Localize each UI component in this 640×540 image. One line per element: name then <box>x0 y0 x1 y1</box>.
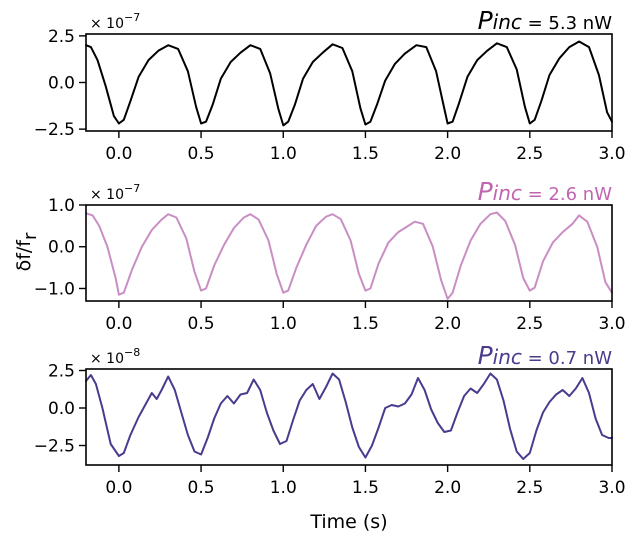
x-tick-label: 2.0 <box>434 314 461 334</box>
y-tick-label: −2.5 <box>34 120 75 140</box>
power-annotation: Pinc = 5.3 nW <box>478 6 613 35</box>
shared-axis-labels: δf/fr Time (s) <box>13 232 388 533</box>
power-annotation: Pinc = 0.7 nW <box>478 341 613 370</box>
series-line <box>85 372 613 460</box>
y-axis-label: δf/fr <box>13 232 41 271</box>
x-tick-label: 0.5 <box>188 144 215 164</box>
x-tick-label: 2.5 <box>516 314 543 334</box>
offset-multiplier: × 10−7 <box>90 11 140 32</box>
y-tick-label: 0.0 <box>48 238 75 258</box>
x-tick-label: 0.5 <box>188 478 215 498</box>
axes-frame <box>85 204 613 302</box>
subplot-middle: 0.0 0.5 1.0 1.5 2.0 2.5 3.0 1.0 0.0 −1.0 × 10−7 Pin… <box>34 177 626 334</box>
y-tick-label: −2.5 <box>34 437 75 457</box>
x-axis-label: Time (s) <box>309 511 387 533</box>
y-tick-label: 1.0 <box>48 196 75 216</box>
x-tick-label: 1.5 <box>352 144 379 164</box>
offset-multiplier: × 10−7 <box>90 182 140 203</box>
x-tick-label: 1.0 <box>270 478 297 498</box>
subplot-top: 0.0 0.5 1.0 1.5 2.0 2.5 3.0 2.5 0.0 −2.5 × 10−7 Pin… <box>34 6 626 164</box>
y-tick-label: 0.0 <box>48 399 75 419</box>
x-tick-label: 0.0 <box>105 314 132 334</box>
series-line <box>85 211 613 300</box>
x-tick-label: 0.5 <box>188 314 215 334</box>
axes-frame <box>85 368 613 466</box>
x-tick-label: 3.0 <box>598 314 625 334</box>
x-tick-label: 1.0 <box>270 144 297 164</box>
y-tick-label: 2.5 <box>48 362 75 382</box>
x-tick-label: 1.5 <box>352 314 379 334</box>
y-tick-label: 0.0 <box>48 74 75 94</box>
x-tick-label: 2.5 <box>516 478 543 498</box>
x-tick-label: 0.0 <box>105 144 132 164</box>
offset-multiplier: × 10−8 <box>90 346 140 367</box>
subplot-bottom: 0.0 0.5 1.0 1.5 2.0 2.5 3.0 2.5 0.0 −2.5 × 10−8 Pin… <box>34 341 626 498</box>
x-tick-label: 1.0 <box>270 314 297 334</box>
series-line <box>85 40 613 127</box>
x-tick-label: 0.0 <box>105 478 132 498</box>
x-tick-label: 3.0 <box>598 478 625 498</box>
x-tick-label: 2.0 <box>434 144 461 164</box>
axes-frame <box>85 33 613 132</box>
x-tick-label: 3.0 <box>598 144 625 164</box>
y-tick-label: −1.0 <box>34 279 75 299</box>
x-tick-label: 2.0 <box>434 478 461 498</box>
x-tick-label: 1.5 <box>352 478 379 498</box>
y-tick-label: 2.5 <box>48 27 75 47</box>
power-annotation: Pinc = 2.6 nW <box>478 177 613 206</box>
x-tick-label: 2.5 <box>516 144 543 164</box>
